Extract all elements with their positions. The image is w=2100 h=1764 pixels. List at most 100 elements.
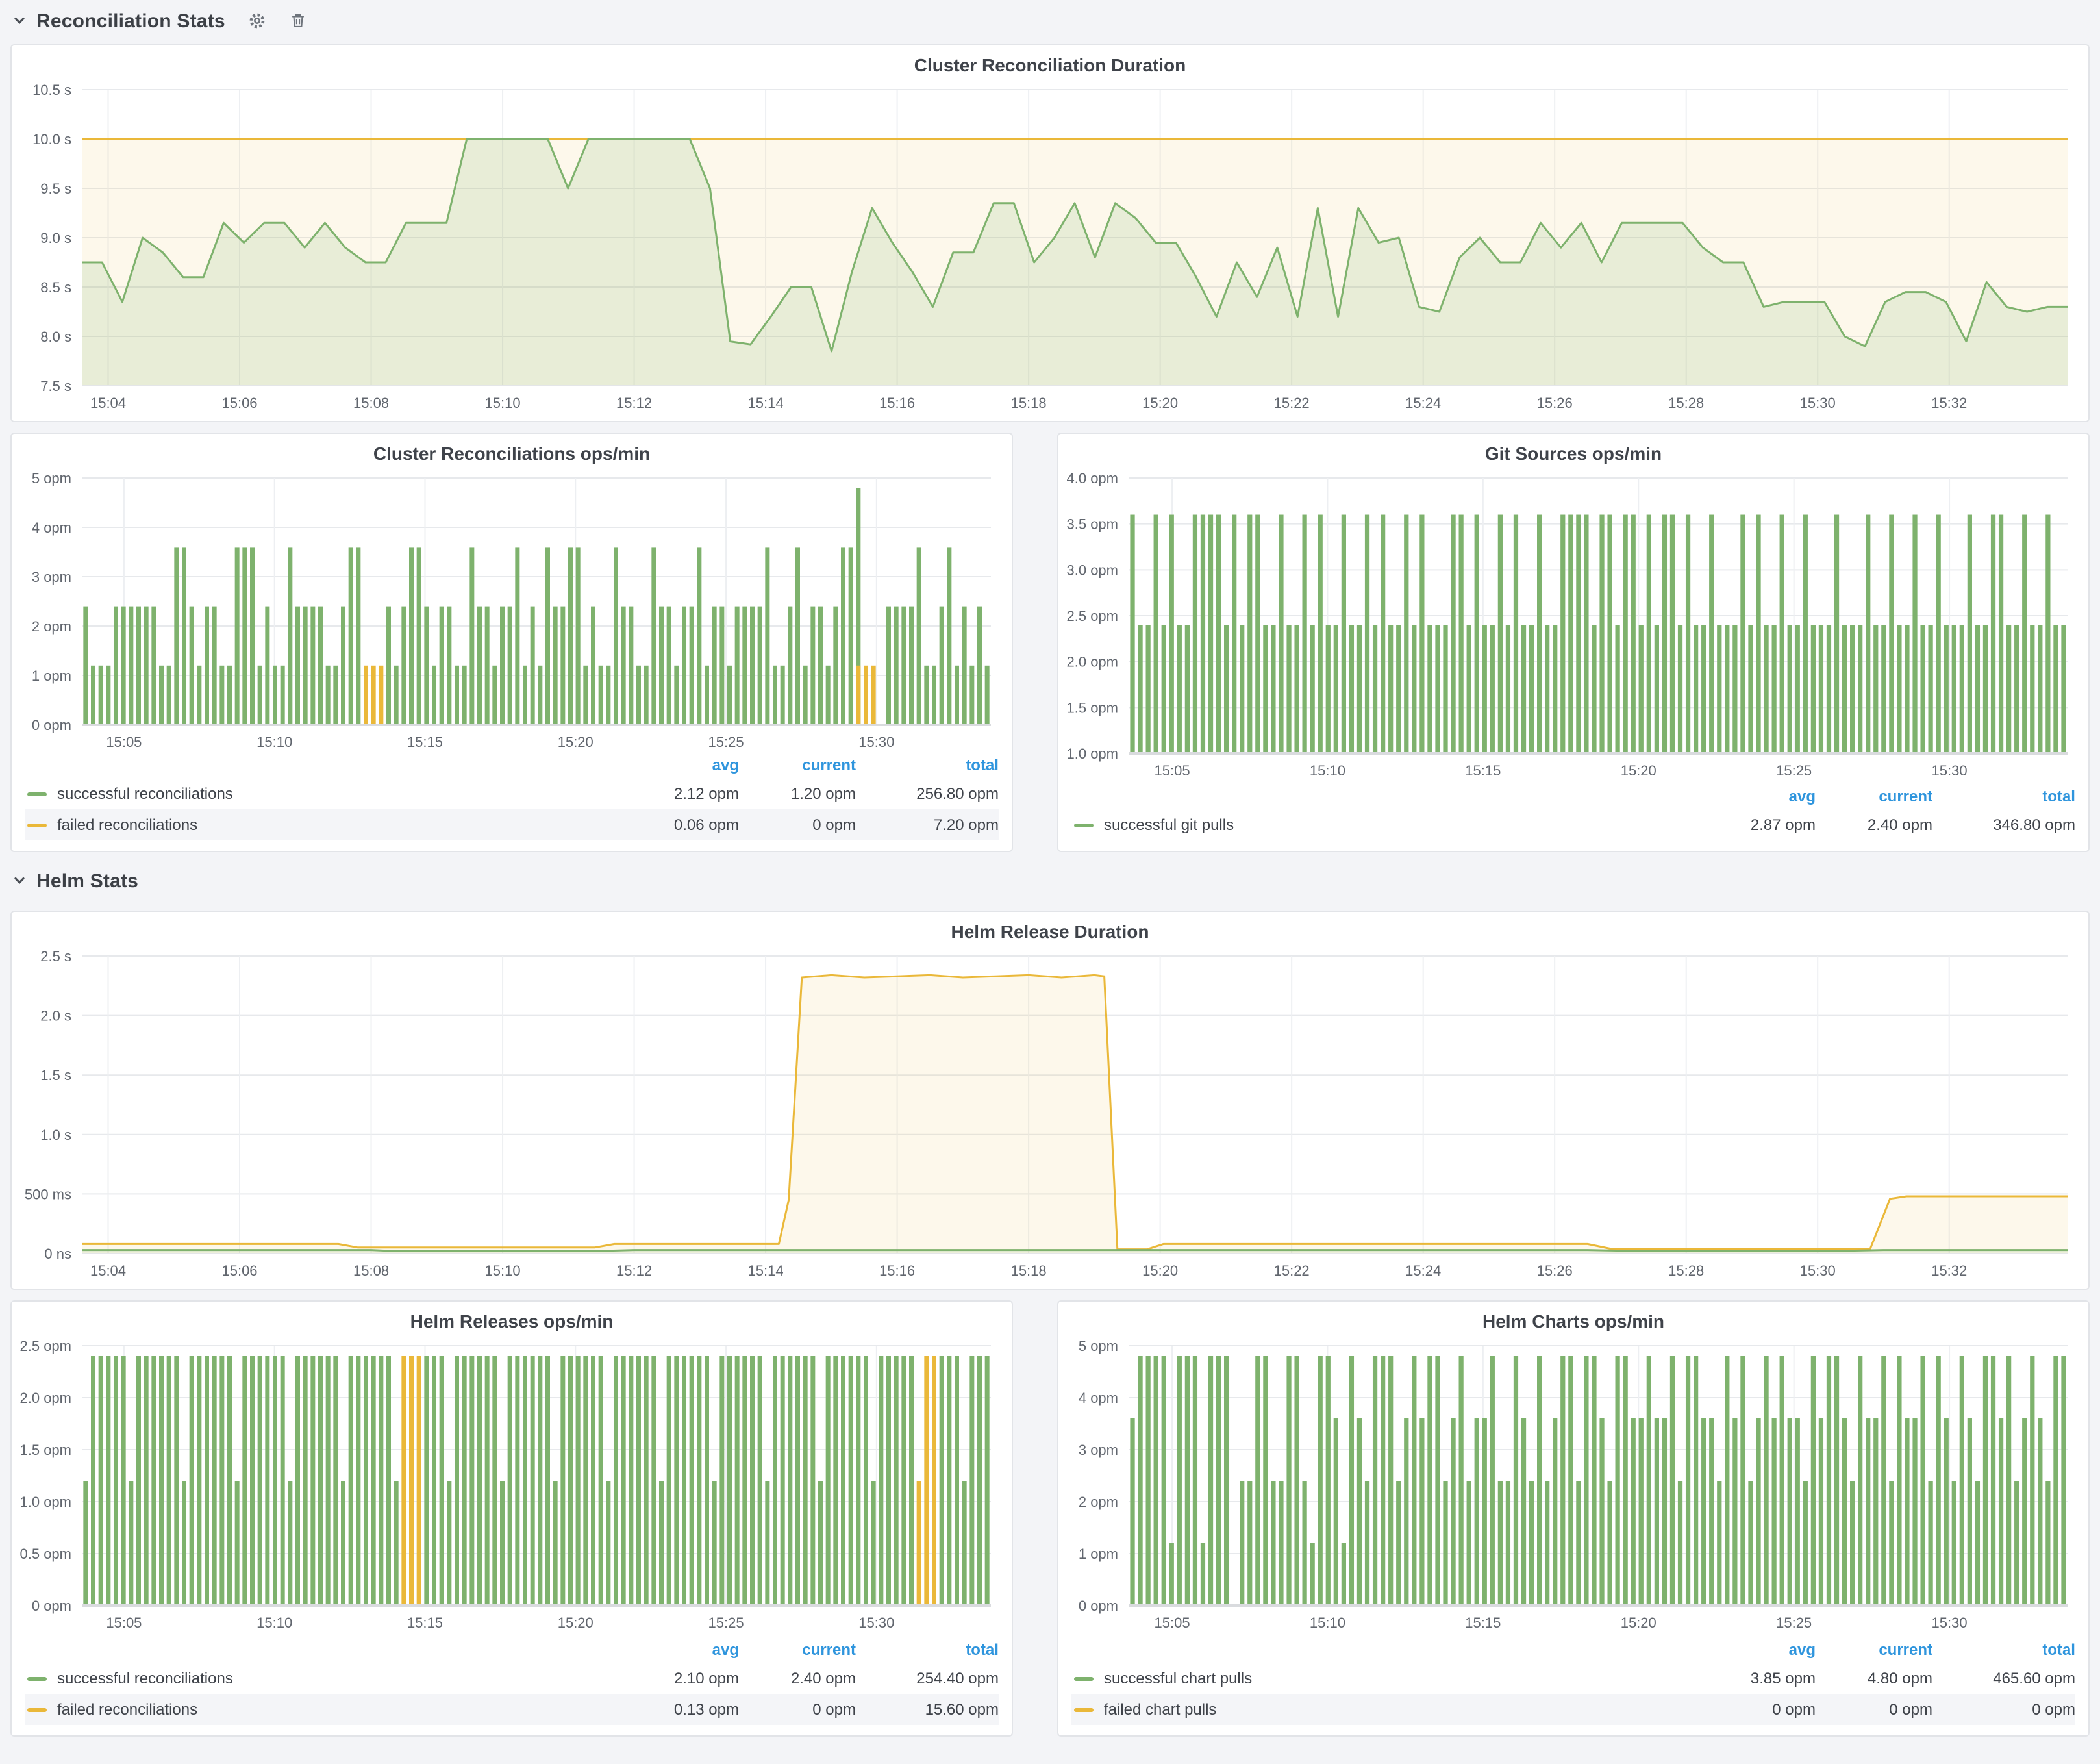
legend-value-avg: 2.10 opm	[673, 1669, 739, 1687]
svg-text:15:16: 15:16	[879, 1263, 915, 1279]
legend-sort-total[interactable]: total	[2042, 1641, 2075, 1659]
panel-title[interactable]: Helm Charts ops/min	[1482, 1311, 1665, 1331]
svg-text:1.5 opm: 1.5 opm	[20, 1442, 72, 1458]
legend-series-label[interactable]: successful reconciliations	[57, 1669, 233, 1687]
svg-text:3 opm: 3 opm	[32, 569, 71, 585]
panel-title[interactable]: Helm Release Duration	[951, 921, 1149, 942]
legend-series-label[interactable]: failed reconciliations	[57, 1700, 198, 1719]
trash-icon[interactable]	[290, 12, 307, 30]
panel-title[interactable]: Helm Releases ops/min	[410, 1311, 614, 1331]
legend-value-total: 346.80 opm	[1993, 816, 2075, 834]
legend-value-total: 256.80 opm	[916, 785, 999, 803]
svg-text:1 opm: 1 opm	[1079, 1546, 1118, 1562]
legend-value-current: 0 opm	[1889, 1700, 1932, 1719]
svg-text:15:10: 15:10	[256, 1615, 292, 1631]
legend-value-avg: 0.13 opm	[673, 1700, 739, 1719]
chart-helm-releases-ops-min[interactable]: 0 opm 0.5 opm 1.0 opm 1.5 opm 2.0 opm 2.5 opm…	[14, 1335, 1009, 1637]
section-header-helm-stats[interactable]: Helm Stats	[13, 864, 138, 898]
panel-title[interactable]: Cluster Reconciliations ops/min	[373, 443, 651, 464]
svg-text:1.5 opm: 1.5 opm	[1067, 699, 1119, 716]
svg-text:15:24: 15:24	[1405, 1263, 1441, 1279]
legend-row: successful reconciliations 2.12 opm 1.20 o…	[25, 778, 999, 809]
legend-series-label[interactable]: successful reconciliations	[57, 785, 233, 803]
panel-helm-charts-ops-min: Helm Charts ops/min 0 opm 1 opm 2 opm 3 opm…	[1057, 1300, 2090, 1737]
svg-text:15:30: 15:30	[858, 734, 894, 750]
svg-text:4 opm: 4 opm	[1079, 1390, 1118, 1406]
svg-text:2.5 opm: 2.5 opm	[1067, 608, 1119, 624]
chart-cluster-reconciliation-duration[interactable]: 7.5 s 8.0 s 8.5 s 9.0 s 9.5 s 10.0 s 10.5 s 15:…	[14, 79, 2086, 417]
legend-series-label[interactable]: successful git pulls	[1104, 816, 1234, 834]
series-color-dash-icon	[1074, 1676, 1094, 1680]
svg-text:2.5 opm: 2.5 opm	[20, 1338, 72, 1354]
chevron-down-icon	[13, 14, 26, 27]
svg-text:15:12: 15:12	[616, 1263, 652, 1279]
legend-sort-total[interactable]: total	[966, 756, 999, 774]
legend-row: failed reconciliations 0.06 opm 0 opm 7.20 …	[25, 809, 999, 840]
legend-sort-total[interactable]: total	[966, 1641, 999, 1659]
legend-header-row: avg current total	[25, 1637, 999, 1663]
svg-text:15:08: 15:08	[353, 1263, 389, 1279]
legend: avg current total successful chart pulls 3.8…	[1071, 1637, 2075, 1725]
svg-text:15:10: 15:10	[485, 395, 521, 411]
legend-sort-current[interactable]: current	[802, 756, 856, 774]
legend-row: failed chart pulls 0 opm 0 opm 0 opm	[1071, 1694, 2075, 1725]
legend-sort-current[interactable]: current	[1879, 787, 1932, 805]
svg-text:15:15: 15:15	[1465, 762, 1501, 779]
legend-series-label[interactable]: successful chart pulls	[1104, 1669, 1253, 1687]
series-color-dash-icon	[1074, 1707, 1094, 1711]
legend-sort-avg[interactable]: avg	[1788, 787, 1816, 805]
legend-sort-current[interactable]: current	[1879, 1641, 1932, 1659]
legend-value-avg: 2.12 opm	[673, 785, 739, 803]
legend-series-label[interactable]: failed reconciliations	[57, 816, 198, 834]
svg-text:8.0 s: 8.0 s	[40, 329, 71, 345]
legend-value-current: 0 opm	[812, 1700, 856, 1719]
legend-row: failed reconciliations 0.13 opm 0 opm 15.60…	[25, 1694, 999, 1725]
svg-text:4.0 opm: 4.0 opm	[1067, 470, 1119, 486]
legend-row: successful reconciliations 2.10 opm 2.40 o…	[25, 1663, 999, 1694]
chart-helm-release-duration[interactable]: 0 ns 500 ms 1.0 s 1.5 s 2.0 s 2.5 s 15:04 15:06…	[14, 946, 2086, 1285]
svg-text:1 opm: 1 opm	[32, 668, 71, 684]
legend-value-total: 254.40 opm	[916, 1669, 999, 1687]
svg-text:15:20: 15:20	[1621, 762, 1656, 779]
svg-text:15:25: 15:25	[1776, 762, 1812, 779]
svg-text:10.0 s: 10.0 s	[32, 131, 71, 147]
svg-text:15:05: 15:05	[106, 1615, 142, 1631]
panel-cluster-reconciliation-duration: Cluster Reconciliation Duration 7.5 s 8.0…	[10, 44, 2090, 422]
panel-title[interactable]: Git Sources ops/min	[1484, 443, 1662, 464]
legend-header-row: avg current total	[1071, 783, 2075, 809]
svg-text:15:20: 15:20	[558, 734, 594, 750]
svg-text:15:16: 15:16	[879, 395, 915, 411]
svg-text:15:05: 15:05	[106, 734, 142, 750]
legend-sort-current[interactable]: current	[802, 1641, 856, 1659]
chart-cluster-reconciliations-ops-min[interactable]: 0 opm 1 opm 2 opm 3 opm 4 opm 5 opm 15:05 15:10…	[14, 468, 1009, 756]
svg-text:15:08: 15:08	[353, 395, 389, 411]
chart-helm-charts-ops-min[interactable]: 0 opm 1 opm 2 opm 3 opm 4 opm 5 opm 15:05 15:10…	[1061, 1335, 2086, 1637]
legend-sort-avg[interactable]: avg	[1788, 1641, 1816, 1659]
chart-git-sources-ops-min[interactable]: 1.0 opm 1.5 opm 2.0 opm 2.5 opm 3.0 opm 3.5 o…	[1061, 468, 2086, 785]
legend-value-current: 2.40 opm	[1867, 816, 1932, 834]
svg-text:0 opm: 0 opm	[1079, 1598, 1118, 1614]
svg-text:9.5 s: 9.5 s	[40, 181, 71, 197]
panel-helm-releases-ops-min: Helm Releases ops/min 0 opm 0.5 opm 1.0 op…	[10, 1300, 1013, 1737]
legend-header-row: avg current total	[1071, 1637, 2075, 1663]
legend-sort-avg[interactable]: avg	[712, 1641, 739, 1659]
gear-icon[interactable]	[249, 12, 267, 30]
series-color-dash-icon	[1074, 823, 1094, 827]
legend-header-row: avg current total	[25, 752, 999, 778]
svg-text:15:20: 15:20	[1142, 395, 1178, 411]
legend-value-avg: 0.06 opm	[673, 816, 739, 834]
svg-text:15:15: 15:15	[1465, 1615, 1501, 1631]
svg-text:0 opm: 0 opm	[32, 1598, 71, 1614]
series-color-dash-icon	[27, 1676, 47, 1680]
svg-text:15:20: 15:20	[1621, 1615, 1656, 1631]
svg-text:10.5 s: 10.5 s	[32, 82, 71, 98]
legend-sort-avg[interactable]: avg	[712, 756, 739, 774]
svg-text:15:28: 15:28	[1668, 395, 1704, 411]
section-header-reconciliation-stats[interactable]: Reconciliation Stats	[13, 4, 307, 38]
legend-series-label[interactable]: failed chart pulls	[1104, 1700, 1217, 1719]
svg-text:7.5 s: 7.5 s	[40, 378, 71, 394]
legend-sort-total[interactable]: total	[2042, 787, 2075, 805]
legend-value-current: 4.80 opm	[1867, 1669, 1932, 1687]
panel-title[interactable]: Cluster Reconciliation Duration	[914, 55, 1186, 75]
legend-value-avg: 0 opm	[1772, 1700, 1816, 1719]
